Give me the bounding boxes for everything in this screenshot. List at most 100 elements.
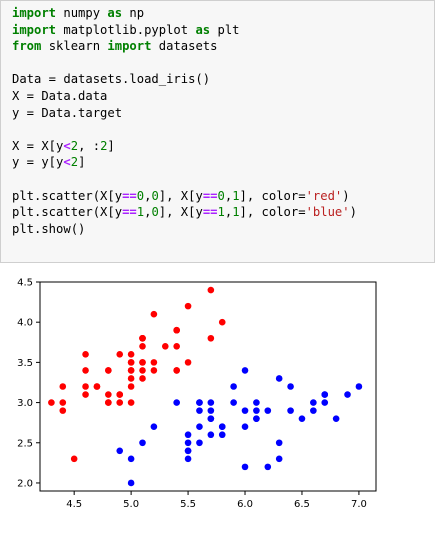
data-point	[196, 439, 203, 447]
code-token: 2	[70, 155, 79, 170]
code-line: plt.show()	[12, 222, 85, 236]
data-point	[253, 399, 260, 406]
data-point	[321, 391, 329, 398]
code-token: Data = datasets.load_iris()	[12, 72, 211, 87]
data-point	[127, 375, 135, 382]
data-point	[184, 359, 192, 366]
y-tick-label: 3.0	[17, 398, 33, 409]
output-area: 4.5 5.0 5.5 6.0 6.5 7.0 2.0 2.5 3.0 3.5 4.0 4.5	[0, 264, 435, 532]
code-token: 'blue'	[305, 205, 350, 220]
code-token: plt.scatter(X[y	[12, 205, 123, 220]
code-token: 0	[136, 188, 145, 203]
data-point	[253, 415, 260, 422]
data-point	[161, 343, 169, 350]
data-point	[59, 383, 67, 390]
data-point	[230, 399, 237, 406]
data-point	[184, 455, 192, 463]
code-token: ,	[144, 205, 152, 220]
code-token: as	[107, 6, 123, 20]
data-point	[93, 383, 101, 390]
data-point	[310, 399, 317, 406]
code-token: X = X[y	[12, 138, 64, 153]
data-point	[127, 479, 135, 487]
data-point	[207, 407, 215, 414]
code-token: )	[349, 205, 357, 220]
code-token: <	[63, 155, 71, 170]
code-token: from	[12, 39, 42, 54]
code-token: sklearn	[41, 39, 108, 54]
code-token: ]	[78, 155, 86, 170]
code-line: import numpy as np	[12, 6, 144, 20]
data-point	[321, 399, 329, 406]
data-point	[344, 391, 351, 398]
data-point	[48, 399, 55, 406]
code-token: 'red'	[305, 188, 343, 203]
code-line: X = Data.data	[12, 89, 107, 103]
code-token: ]	[107, 138, 115, 153]
data-point	[207, 431, 215, 439]
data-point	[59, 407, 67, 414]
code-token: ,	[224, 205, 233, 220]
data-point	[196, 407, 203, 414]
code-token: 1	[232, 188, 240, 203]
code-token: X = Data.data	[12, 88, 108, 103]
data-point	[207, 286, 215, 294]
x-tick-label: 6.0	[237, 499, 253, 510]
data-point	[139, 367, 146, 374]
data-point	[105, 367, 112, 374]
code-token: ==	[202, 188, 218, 203]
code-token: ], color=	[239, 205, 306, 220]
code-editor[interactable]: import numpy as np import matplotlib.pyp…	[12, 5, 357, 237]
data-point	[287, 383, 294, 390]
code-token: <	[63, 138, 71, 153]
data-point	[105, 391, 112, 398]
code-token: , :	[78, 138, 101, 153]
data-point	[82, 367, 89, 374]
code-cell[interactable]: import numpy as np import matplotlib.pyp…	[0, 0, 435, 263]
data-point	[184, 431, 192, 439]
code-token: ], X[y	[158, 205, 203, 220]
code-line: plt.scatter(X[y==0,0], X[y==0,1], color=…	[12, 189, 350, 203]
code-token: 2	[100, 138, 108, 153]
data-point	[184, 302, 192, 310]
code-token: import	[12, 6, 57, 20]
y-tick-label: 3.5	[17, 358, 33, 369]
data-point	[207, 415, 215, 422]
data-point	[139, 375, 146, 382]
code-token: ,	[224, 188, 233, 203]
code-line: import matplotlib.pyplot as plt	[12, 23, 240, 37]
data-point	[218, 423, 226, 430]
data-point	[82, 383, 89, 390]
code-token: numpy	[56, 6, 108, 20]
data-point	[139, 334, 146, 342]
code-token: ], color=	[239, 188, 306, 203]
code-line: Data = datasets.load_iris()	[12, 72, 210, 86]
code-token: matplotlib.pyplot	[56, 22, 196, 37]
code-token: plt.scatter(X[y	[12, 188, 123, 203]
data-point	[116, 391, 124, 398]
code-line: from sklearn import datasets	[12, 39, 217, 53]
data-point	[127, 351, 135, 358]
data-point	[218, 431, 226, 439]
code-token: import	[107, 39, 152, 54]
data-point	[275, 455, 283, 463]
data-point	[116, 399, 124, 406]
data-point	[230, 383, 237, 390]
code-token: import	[12, 22, 57, 37]
code-token: ==	[122, 188, 137, 203]
data-point	[150, 359, 158, 366]
data-point	[207, 334, 215, 342]
y-tick-label: 4.5	[17, 278, 33, 289]
x-tick-label: 5.0	[123, 499, 139, 510]
code-token: np	[122, 6, 145, 20]
data-point	[105, 399, 112, 406]
y-tick-label: 2.5	[17, 438, 33, 449]
data-point	[127, 383, 135, 390]
data-point	[139, 343, 146, 350]
data-point	[150, 423, 158, 430]
data-point	[241, 423, 249, 430]
data-point	[127, 367, 135, 374]
data-point	[275, 439, 283, 447]
x-tick-label: 5.5	[180, 499, 196, 510]
data-point	[127, 399, 135, 406]
